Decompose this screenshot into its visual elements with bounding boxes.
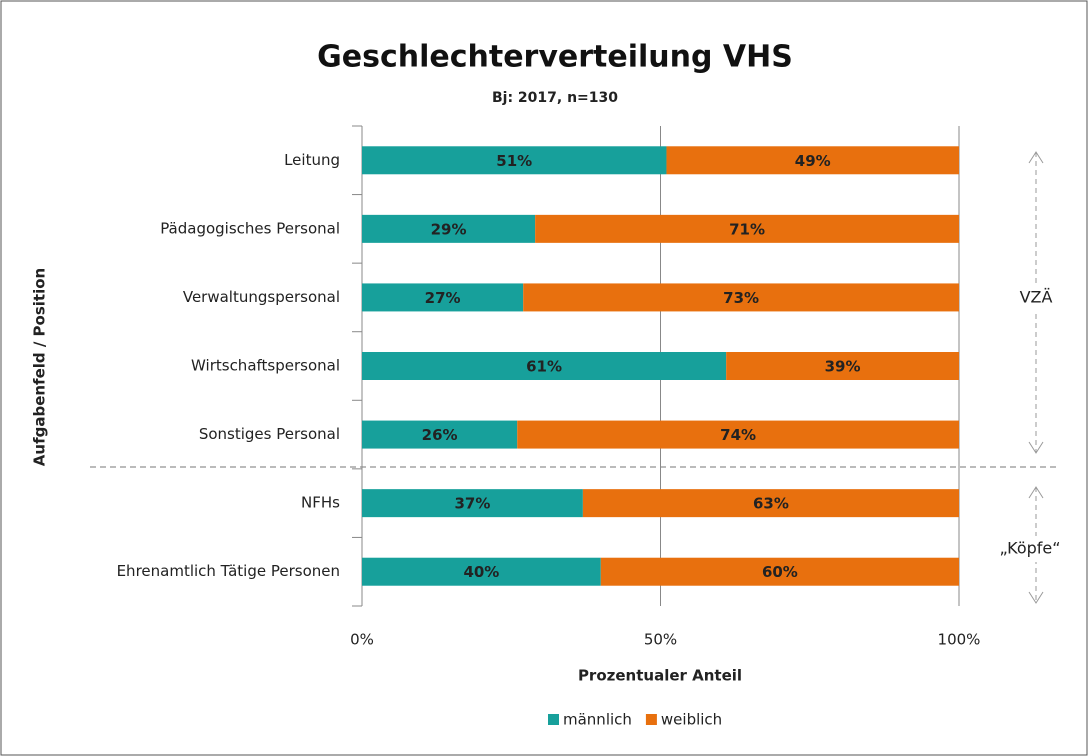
annotation-bg (1010, 285, 1062, 311)
bar-segment (362, 352, 727, 380)
x-tick-label: 100% (938, 631, 981, 649)
bar-segment (362, 214, 536, 243)
annotation: „Köpfe“ (999, 539, 1060, 558)
annotation: VZÄ (1020, 288, 1053, 307)
value-label: 73% (723, 289, 759, 307)
bar-segment (523, 283, 959, 312)
value-label: 61% (526, 358, 562, 376)
bar-segment (726, 352, 959, 380)
bar-segment (517, 420, 959, 449)
bar-segment (362, 420, 518, 449)
bar-segment (362, 283, 524, 312)
bar-segment (666, 146, 959, 175)
value-label: 49% (795, 152, 831, 170)
y-tick-label: Pädagogisches Personal (160, 219, 340, 237)
value-label: 37% (454, 495, 490, 513)
value-label: 63% (753, 495, 789, 513)
value-label: 40% (463, 563, 499, 581)
value-label: 60% (762, 563, 798, 581)
chart-subtitle: Bj: 2017, n=130 (492, 90, 618, 106)
bar-segment (600, 557, 959, 586)
value-label: 74% (720, 426, 756, 444)
y-tick-label: NFHs (301, 494, 340, 512)
value-label: 26% (422, 426, 458, 444)
y-axis-label: Aufgabenfeld / Position (31, 268, 49, 466)
value-label: 29% (431, 220, 467, 238)
value-label: 27% (425, 289, 461, 307)
value-label: 71% (729, 220, 765, 238)
bar-segment (362, 557, 601, 586)
y-tick-label: Verwaltungspersonal (183, 288, 340, 306)
y-tick-label: Ehrenamtlich Tätige Personen (117, 562, 340, 580)
bar-segment (535, 214, 959, 243)
value-label: 39% (825, 358, 861, 376)
chart-title: Geschlechterverteilung VHS (317, 40, 793, 75)
y-tick-label: Leitung (284, 151, 340, 169)
bar-segment (362, 146, 667, 175)
value-label: 51% (496, 152, 532, 170)
annotation-bg (990, 536, 1080, 562)
bar-segment (362, 489, 583, 518)
bar-segment (582, 489, 959, 518)
y-tick-label: Sonstiges Personal (199, 425, 340, 443)
x-tick-label: 50% (644, 631, 677, 649)
legend-label: weiblich (661, 711, 722, 729)
legend-swatch (645, 714, 657, 725)
y-tick-label: Wirtschaftspersonal (191, 357, 340, 375)
legend-label: männlich (563, 711, 632, 729)
x-axis-label: Prozentualer Anteil (578, 667, 742, 685)
x-tick-label: 0% (350, 631, 374, 649)
legend-swatch (548, 714, 559, 725)
